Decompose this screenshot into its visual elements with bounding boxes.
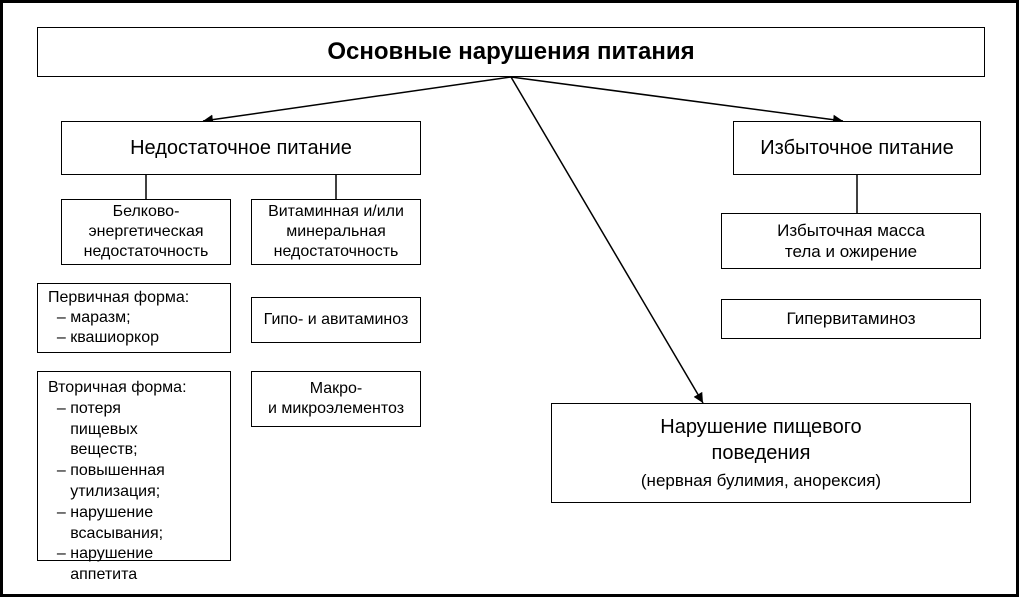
node-macro-micro-text: Макро- и микроэлементоз <box>268 379 404 419</box>
ed-sub: (нервная булимия, анорексия) <box>641 470 881 491</box>
node-hypervitaminosis-text: Гипервитаминоз <box>786 308 915 329</box>
node-excess-text: Избыточное питание <box>760 136 953 161</box>
pe-l3: недостаточность <box>84 243 209 260</box>
node-excess-mass-text: Избыточная масса тела и ожирение <box>777 220 925 263</box>
vm-l1: Витаминная и/или <box>268 203 404 220</box>
node-excess-mass: Избыточная масса тела и ожирение <box>721 213 981 269</box>
node-vitamin-mineral: Витаминная и/или минеральная недостаточн… <box>251 199 421 265</box>
em-l1: Избыточная масса <box>777 221 925 240</box>
node-excess: Избыточное питание <box>733 121 981 175</box>
pf-i2: квашиоркор <box>70 329 159 346</box>
pe-l1: Белково- <box>113 203 180 220</box>
node-protein-energy: Белково- энергетическая недостаточность <box>61 199 231 265</box>
node-hypo-avitaminosis: Гипо- и авитаминоз <box>251 297 421 343</box>
em-l2: тела и ожирение <box>785 242 917 261</box>
node-protein-energy-text: Белково- энергетическая недостаточность <box>84 202 209 262</box>
node-vitamin-mineral-text: Витаминная и/или минеральная недостаточн… <box>268 202 404 262</box>
edge-title-excess <box>511 77 843 121</box>
vm-l3: недостаточность <box>274 243 399 260</box>
node-primary-form-text: Первичная форма: – маразм; – квашиоркор <box>48 288 189 348</box>
pf-title: Первичная форма: <box>48 289 189 306</box>
node-insufficient-text: Недостаточное питание <box>130 136 352 161</box>
node-secondary-form-text: Вторичная форма: – потеря пищевых вещест… <box>48 378 187 586</box>
node-insufficient: Недостаточное питание <box>61 121 421 175</box>
sf-title: Вторичная форма: <box>48 379 187 396</box>
title-text: Основные нарушения питания <box>327 37 694 67</box>
vm-l2: минеральная <box>286 223 386 240</box>
ed-main: Нарушение пищевого поведения <box>660 414 861 466</box>
ed-l1: Нарушение пищевого <box>660 416 861 438</box>
edge-title-eating-disorder <box>511 77 703 403</box>
mm-l1: Макро- <box>310 380 363 397</box>
node-primary-form: Первичная форма: – маразм; – квашиоркор <box>37 283 231 353</box>
title-box: Основные нарушения питания <box>37 27 985 77</box>
mm-l2: и микроэлементоз <box>268 400 404 417</box>
node-hypervitaminosis: Гипервитаминоз <box>721 299 981 339</box>
node-secondary-form: Вторичная форма: – потеря пищевых вещест… <box>37 371 231 561</box>
diagram-canvas: Основные нарушения питания Недостаточное… <box>0 0 1019 597</box>
pe-l2: энергетическая <box>88 223 203 240</box>
ed-l2: поведения <box>712 442 811 464</box>
node-eating-disorder: Нарушение пищевого поведения (нервная бу… <box>551 403 971 503</box>
edge-title-insufficient <box>203 77 511 121</box>
ed-l3: (нервная булимия, анорексия) <box>641 471 881 490</box>
node-macro-micro: Макро- и микроэлементоз <box>251 371 421 427</box>
pf-i1: маразм; <box>70 309 130 326</box>
node-hypo-text: Гипо- и авитаминоз <box>264 310 409 330</box>
